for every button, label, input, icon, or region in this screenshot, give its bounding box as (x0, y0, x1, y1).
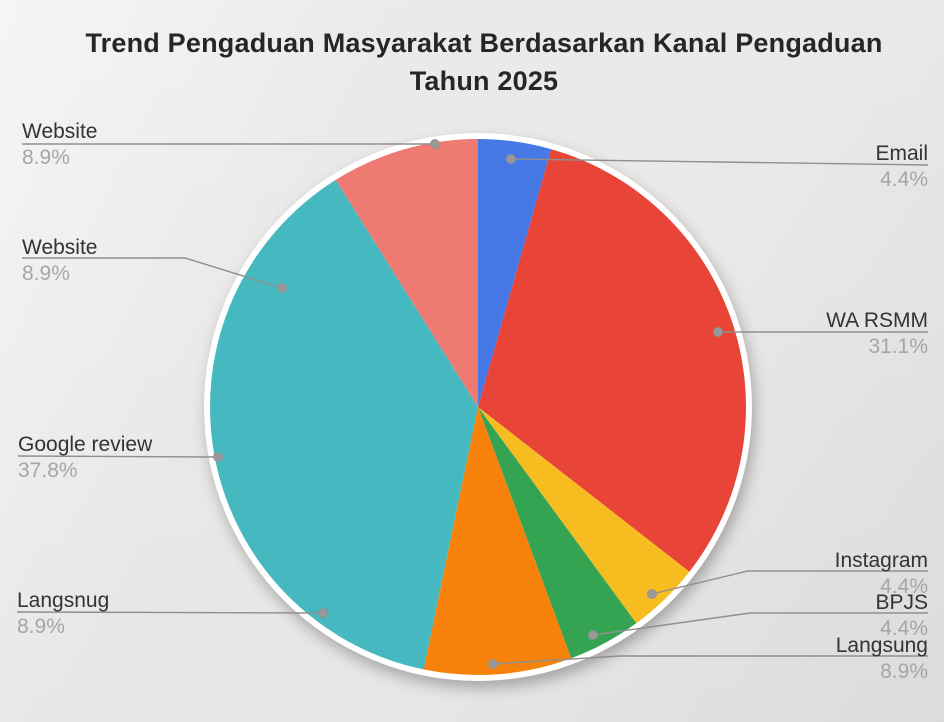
callout-langsnug: Langsnug 8.9% (17, 589, 109, 638)
callout-instagram: Instagram 4.4% (835, 549, 928, 598)
pie-slice-langsung (423, 407, 572, 675)
callout-percentage: 4.4% (880, 575, 928, 598)
pie-slice-email (478, 139, 552, 407)
callout-label: Langsnug (17, 589, 110, 612)
leader-line (651, 570, 928, 595)
pie-slice-bpjs (478, 407, 637, 659)
callout-email: Email 4.4% (875, 142, 928, 191)
callout-label: Website (22, 120, 98, 143)
callout-percentage: 8.9% (880, 660, 928, 683)
leader-dot (588, 630, 598, 640)
leader-dot (713, 327, 723, 337)
callout-percentage: 8.9% (22, 146, 70, 169)
leader-dot (647, 589, 657, 599)
callout-label: Website (22, 236, 98, 259)
leader-line (510, 158, 929, 166)
leader-line (16, 611, 324, 614)
callout-label: WA RSMM (826, 309, 928, 332)
leader-dot (430, 139, 440, 149)
callout-bpjs: BPJS 4.4% (875, 591, 928, 640)
pie-slice-website (335, 139, 478, 407)
callout-website: Website 8.9% (22, 236, 97, 285)
leader-dot (506, 154, 516, 164)
pie-slice-instagram (478, 407, 690, 624)
leader-line (492, 655, 928, 665)
leader-dot (213, 452, 223, 462)
callout-label: BPJS (875, 591, 928, 614)
callout-percentage: 8.9% (22, 262, 70, 285)
callout-langsung: Langsung 8.9% (836, 634, 928, 683)
callout-label: Instagram (834, 549, 928, 572)
pie-slice-wa-rsmm (478, 149, 746, 572)
pie-slice-google-review (210, 179, 478, 670)
callout-label: Langsung (835, 634, 928, 657)
leader-dot (318, 608, 328, 618)
callout-percentage: 37.8% (18, 459, 78, 482)
callout-label: Email (875, 142, 928, 165)
leader-dot (277, 283, 287, 293)
leader-line (592, 612, 928, 636)
callout-percentage: 4.4% (880, 168, 928, 191)
callout-google-review: Google review 37.8% (18, 433, 152, 482)
leader-dot (488, 659, 498, 669)
callout-label: Google review (18, 433, 153, 456)
callout-wa-rsmm: WA RSMM 31.1% (826, 309, 928, 358)
callout-percentage: 31.1% (868, 335, 928, 358)
leader-line (17, 455, 219, 458)
callout-percentage: 4.4% (880, 617, 928, 640)
callout-website: Website 8.9% (22, 120, 97, 169)
leader-line (22, 257, 283, 289)
chart-title: Trend Pengaduan Masyarakat Berdasarkan K… (85, 28, 883, 96)
callout-percentage: 8.9% (17, 615, 65, 638)
